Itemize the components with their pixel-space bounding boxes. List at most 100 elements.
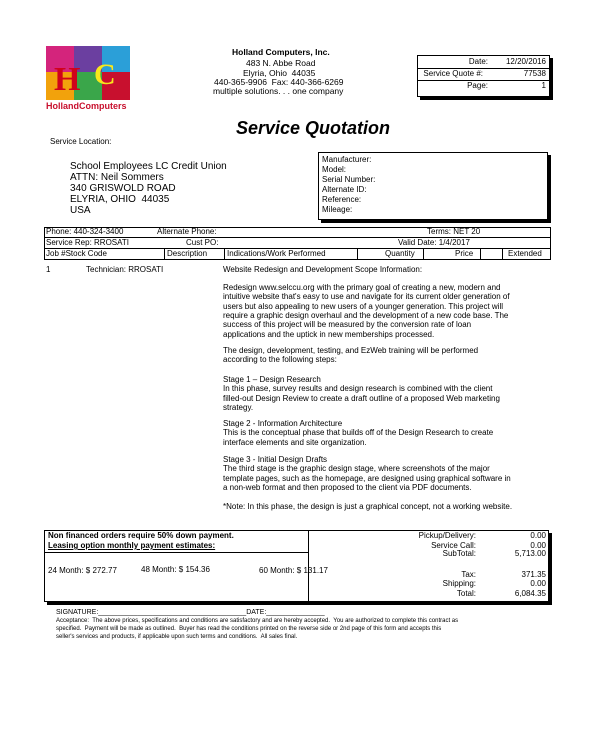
info-value: 77538 xyxy=(523,69,546,78)
rule xyxy=(357,248,358,259)
total-label: SubTotal: xyxy=(442,549,476,558)
total-label: Shipping: xyxy=(442,579,476,588)
rule xyxy=(44,552,308,553)
acceptance-line: Acceptance: The above prices, specificat… xyxy=(56,618,459,624)
total-label: Service Call: xyxy=(431,541,476,550)
rule xyxy=(44,248,550,249)
description-line: Redesign www.selccu.org with the primary… xyxy=(223,283,501,292)
description-line: require a graphic design overhaul and th… xyxy=(223,310,509,320)
acceptance-line: specified. Payment will be made as outli… xyxy=(56,626,442,632)
company-slogan: multiple solutions. . . one company xyxy=(213,86,344,96)
total-value: 5,713.00 xyxy=(514,549,546,558)
description-line: applications and the uptick in new membe… xyxy=(223,329,435,339)
description-line: according to the following steps: xyxy=(223,355,337,365)
column-header: Indications/Work Performed xyxy=(227,249,326,258)
location-line: USA xyxy=(70,205,91,216)
service-rep: Service Rep: RROSATI xyxy=(46,238,129,247)
rule xyxy=(44,237,550,238)
location-line: ELYRIA, OHIO 44035 xyxy=(70,194,170,205)
location-line: 340 GRISWOLD ROAD xyxy=(70,183,176,194)
location-line: School Employees LC Credit Union xyxy=(70,161,227,172)
equipment-box: Manufacturer: Model: Serial Number: Alterna… xyxy=(318,152,548,220)
description-line: This is the conceptual phase that builds… xyxy=(223,428,494,438)
column-header: Price xyxy=(455,249,474,258)
rule xyxy=(418,80,549,81)
company-name: Holland Computers, Inc. xyxy=(232,47,330,57)
description-line: Website Redesign and Development Scope I… xyxy=(223,265,423,274)
rule xyxy=(480,248,481,259)
info-label: Date: xyxy=(468,57,488,66)
description-line: filled-out Design Review to create a dra… xyxy=(223,393,500,403)
description-line: The design, development, testing, and Ez… xyxy=(223,346,479,355)
description-line: In this phase, survey results and design… xyxy=(223,384,493,394)
equipment-field: Serial Number: xyxy=(322,175,376,184)
logo-text: HollandComputers xyxy=(46,101,127,111)
rule xyxy=(423,248,424,259)
info-label: Service Quote #: xyxy=(423,69,483,78)
equipment-field: Manufacturer: xyxy=(322,155,372,164)
location-label: Service Location: xyxy=(50,137,112,146)
description-line: a non-web format and then proposed to th… xyxy=(223,482,472,492)
equipment-field: Mileage: xyxy=(322,205,353,214)
rule xyxy=(44,259,550,260)
cust-po: Cust PO: xyxy=(186,238,219,247)
leasing: Leasing option monthly payment estimates… xyxy=(48,541,216,550)
down-payment: Non financed orders require 50% down pay… xyxy=(48,531,234,540)
logo: H C xyxy=(46,46,130,100)
svg-text:C: C xyxy=(94,58,116,91)
company-city: Elyria, Ohio 44035 xyxy=(243,68,316,78)
description-line: success of this project will be measured… xyxy=(223,320,472,330)
total-label: Total: xyxy=(456,589,476,598)
rule xyxy=(502,248,503,259)
info-label: Page: xyxy=(467,81,488,90)
total-label: Pickup/Delivery: xyxy=(418,531,476,540)
description-line: The third stage is the graphic design st… xyxy=(223,464,490,474)
phone: Phone: 440-324-3400 xyxy=(46,227,124,236)
info-value: 1 xyxy=(541,81,546,90)
description-line: *Note: In this phase, the design is just… xyxy=(223,502,513,511)
description-line: interface elements and site organization… xyxy=(223,437,367,447)
lease-option: 48 Month: $ 154.36 xyxy=(141,565,210,574)
rule xyxy=(308,531,309,601)
description-line: intuitive website that's easy to use and… xyxy=(223,292,510,302)
company-address: 483 N. Abbe Road xyxy=(246,58,316,68)
description-line: Stage 1 – Design Research xyxy=(223,375,321,384)
title: Service Quotation xyxy=(236,118,391,138)
lease-option: 60 Month: $ 131.17 xyxy=(259,566,328,575)
column-header: Extended xyxy=(508,249,542,258)
rule xyxy=(164,248,165,259)
description-line: users but also appealing to new users of… xyxy=(223,301,504,311)
description-line: template pages, such as the homepage, ar… xyxy=(223,473,511,483)
lease-option: 24 Month: $ 272.77 xyxy=(48,566,117,575)
info-box: Date: 12/20/2016 Service Quote #: 77538 Page… xyxy=(417,55,550,97)
column-header: Quantity xyxy=(385,249,415,258)
equipment-field: Reference: xyxy=(322,195,362,204)
location-line: ATTN: Neil Sommers xyxy=(70,172,164,183)
total-value: 0.00 xyxy=(530,541,546,550)
technician: Technician: RROSATI xyxy=(86,265,164,274)
header-rows xyxy=(44,227,551,260)
total-value: 6,084.35 xyxy=(514,589,546,598)
info-value: 12/20/2016 xyxy=(505,57,546,66)
terms: Terms: NET 20 xyxy=(427,227,481,236)
svg-text:H: H xyxy=(54,61,80,98)
description-line: Stage 3 - Initial Design Drafts xyxy=(223,455,328,464)
item-number: 1 xyxy=(46,265,51,274)
totals-box xyxy=(44,530,549,602)
signature: SIGNATURE:______________________________… xyxy=(56,609,325,616)
equipment-field: Alternate ID: xyxy=(322,185,367,194)
valid-date: Valid Date: 1/4/2017 xyxy=(398,238,470,247)
column-header: Description xyxy=(167,249,208,258)
description-line: Stage 2 - Information Architecture xyxy=(223,419,343,428)
rule xyxy=(224,248,225,259)
alt-phone: Alternate Phone: xyxy=(157,227,217,236)
total-value: 371.35 xyxy=(521,570,546,579)
column-header: Job #Stock Code xyxy=(46,249,107,258)
total-value: 0.00 xyxy=(530,531,546,540)
rule xyxy=(418,68,549,69)
equipment-field: Model: xyxy=(322,165,347,174)
acceptance-line: seller's services and products, if appli… xyxy=(56,634,298,640)
company-phone: 440-365-9906 Fax: 440-366-6269 xyxy=(214,77,344,87)
total-value: 0.00 xyxy=(530,579,546,588)
